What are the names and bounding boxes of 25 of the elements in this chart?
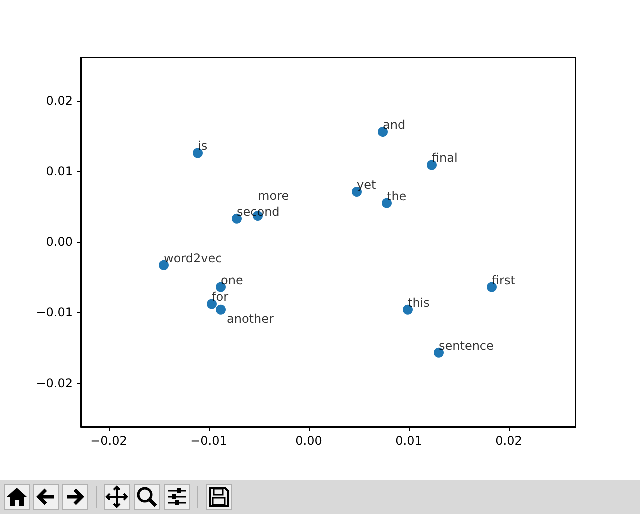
annotation: for <box>212 290 229 304</box>
annotation: one <box>221 273 244 288</box>
y-tick-label: −0.01 <box>36 306 73 320</box>
annotation: final <box>432 151 458 166</box>
annotation: first <box>492 273 516 288</box>
x-tick-label: −0.02 <box>90 434 128 448</box>
x-tick-label: 0.02 <box>496 434 522 448</box>
x-tick-label: −0.01 <box>190 434 228 448</box>
annotation: sentence <box>439 338 494 353</box>
y-tick-label: 0.01 <box>46 164 73 179</box>
annotation: second <box>237 204 280 219</box>
x-tick-label: 0.01 <box>396 434 422 448</box>
y-tick-label: −0.02 <box>36 376 73 390</box>
annotation: more <box>258 189 290 204</box>
y-tick-label: 0.02 <box>46 94 73 108</box>
annotation: yet <box>357 178 376 192</box>
y-tick-label: 0.00 <box>46 235 73 250</box>
annotation: this <box>408 296 430 310</box>
annotation: the <box>387 189 407 204</box>
point <box>216 304 226 315</box>
annotation: word2vec <box>164 251 222 266</box>
annotation: and <box>383 118 406 132</box>
annotation: another <box>227 312 274 326</box>
x-tick-label: 0.00 <box>296 434 322 448</box>
annotation: is <box>198 139 208 154</box>
